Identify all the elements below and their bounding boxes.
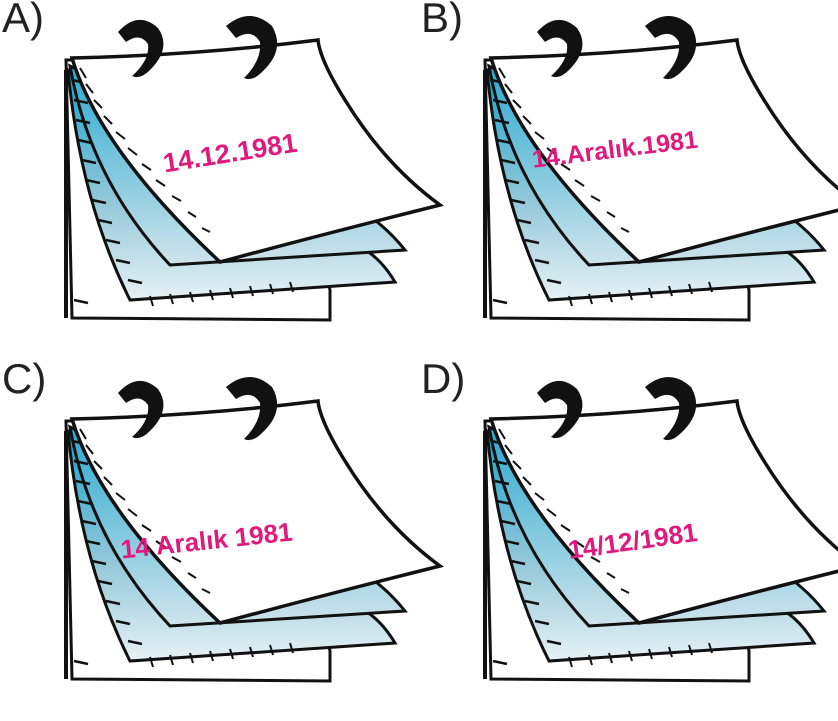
- tear-off-calendar-icon: 14.Aralık.1981: [483, 14, 838, 322]
- tear-off-calendar-icon: 14 Aralık 1981: [64, 375, 442, 683]
- option-b[interactable]: B) 14.Aralık.1981: [419, 0, 838, 360]
- option-letter: D): [421, 355, 466, 402]
- option-a[interactable]: A) 14.12.1981: [0, 0, 442, 360]
- option-letter: A): [2, 0, 44, 41]
- option-c[interactable]: C) 14 Aralık 1981: [0, 355, 442, 721]
- option-letter: B): [421, 0, 463, 41]
- option-letter: C): [2, 355, 47, 402]
- option-d[interactable]: D) 14/12/1981: [419, 355, 838, 721]
- tear-off-calendar-icon: 14/12/1981: [483, 375, 838, 683]
- tear-off-calendar-icon: 14.12.1981: [64, 14, 442, 322]
